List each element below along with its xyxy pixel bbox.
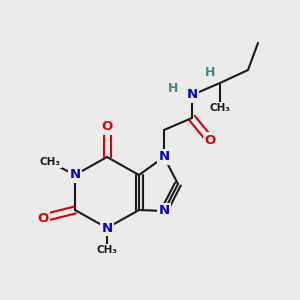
Text: CH₃: CH₃ [97,245,118,255]
Text: N: N [101,221,112,235]
Text: O: O [38,212,49,224]
Text: O: O [204,134,216,146]
Text: H: H [205,65,215,79]
Text: N: N [186,88,198,101]
Text: N: N [158,151,169,164]
Text: CH₃: CH₃ [40,157,61,167]
Text: N: N [186,88,198,101]
Text: CH₃: CH₃ [209,103,230,113]
Text: N: N [158,205,169,218]
Text: N: N [69,169,81,182]
Text: H: H [168,82,178,94]
Text: O: O [101,121,112,134]
